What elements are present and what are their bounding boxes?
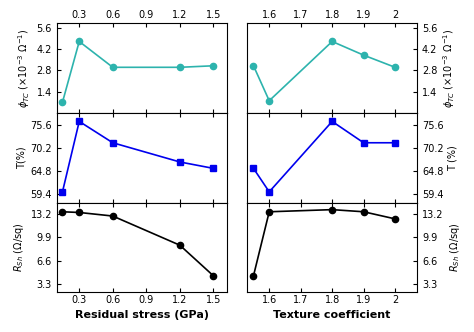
Y-axis label: $R_{Sh}$ ($\Omega$/sq): $R_{Sh}$ ($\Omega$/sq) xyxy=(12,222,27,272)
Y-axis label: $R_{Sh}$ ($\Omega$/sq): $R_{Sh}$ ($\Omega$/sq) xyxy=(447,222,462,272)
Y-axis label: T (%): T (%) xyxy=(448,145,458,171)
X-axis label: Residual stress (GPa): Residual stress (GPa) xyxy=(75,310,209,320)
Y-axis label: T(%): T(%) xyxy=(16,146,26,169)
Y-axis label: $\phi_{TC}$ ($\times$10$^{-3}$ $\Omega^{-1}$): $\phi_{TC}$ ($\times$10$^{-3}$ $\Omega^{… xyxy=(17,28,33,108)
X-axis label: Texture coefficient: Texture coefficient xyxy=(273,310,391,320)
Y-axis label: $\phi_{TC}$ ($\times$10$^{-3}$ $\Omega^{-1}$): $\phi_{TC}$ ($\times$10$^{-3}$ $\Omega^{… xyxy=(441,28,457,108)
